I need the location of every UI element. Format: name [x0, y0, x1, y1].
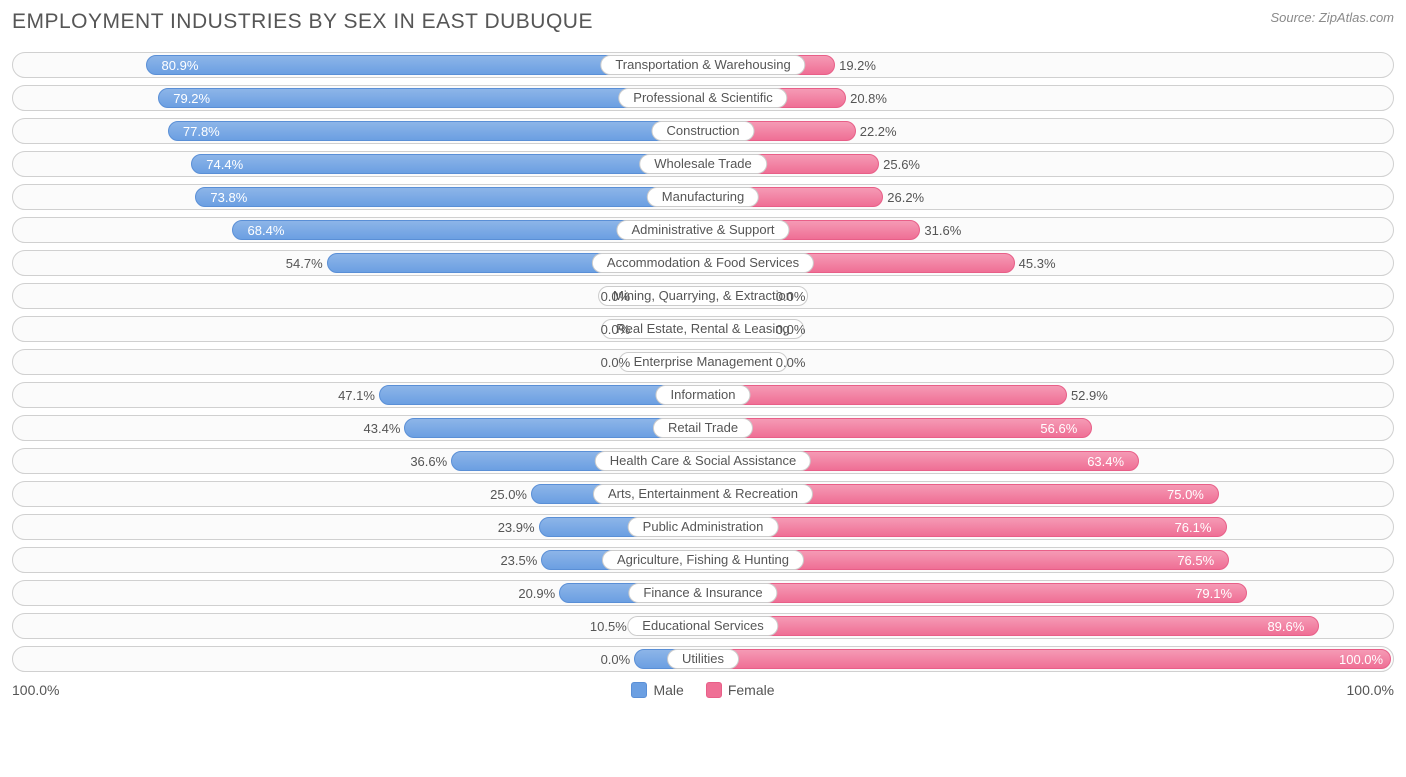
male-pct-label: 23.5%	[500, 548, 537, 574]
bar-row: 0.0%0.0%Mining, Quarrying, & Extraction	[12, 283, 1394, 309]
male-pct-label: 47.1%	[338, 383, 375, 409]
female-pct-label: 0.0%	[776, 284, 806, 310]
female-bar	[703, 583, 1247, 603]
category-label: Accommodation & Food Services	[592, 253, 814, 273]
female-pct-label: 63.4%	[1087, 449, 1124, 475]
bar-row: 80.9% 19.2% Transportation & Warehousing	[12, 52, 1394, 78]
category-label: Public Administration	[628, 517, 779, 537]
female-bar	[703, 649, 1391, 669]
female-pct-label: 25.6%	[883, 152, 920, 178]
category-label: Utilities	[667, 649, 739, 669]
male-pct-label: 10.5%	[590, 614, 627, 640]
female-bar	[703, 616, 1319, 636]
female-bar	[703, 517, 1227, 537]
bar-row: 43.4% 56.6% Retail Trade	[12, 415, 1394, 441]
female-pct-label: 26.2%	[887, 185, 924, 211]
male-pct-label: 36.6%	[410, 449, 447, 475]
category-label: Transportation & Warehousing	[600, 55, 805, 75]
bar-row: 74.4% 25.6% Wholesale Trade	[12, 151, 1394, 177]
male-pct-label: 54.7%	[286, 251, 323, 277]
bar-row: 0.0% 0.0%Real Estate, Rental & Leasing	[12, 316, 1394, 342]
category-label: Administrative & Support	[616, 220, 789, 240]
female-swatch-icon	[706, 682, 722, 698]
male-pct-label: 43.4%	[364, 416, 401, 442]
bar-row: 77.8% 22.2% Construction	[12, 118, 1394, 144]
male-pct-label: 0.0%	[601, 284, 631, 310]
male-pct-label: 74.4%	[206, 152, 243, 178]
female-pct-label: 76.1%	[1175, 515, 1212, 541]
category-label: Information	[655, 385, 750, 405]
bar-row: 10.5% 89.6% Educational Services	[12, 613, 1394, 639]
male-pct-label: 25.0%	[490, 482, 527, 508]
legend-female: Female	[706, 682, 775, 698]
category-label: Manufacturing	[647, 187, 759, 207]
male-pct-label: 79.2%	[173, 86, 210, 112]
female-pct-label: 79.1%	[1195, 581, 1232, 607]
male-bar	[191, 154, 703, 174]
axis-right-label: 100.0%	[1347, 682, 1394, 698]
bar-row: 54.7% 45.3% Accommodation & Food Services	[12, 250, 1394, 276]
category-label: Educational Services	[627, 616, 778, 636]
male-bar	[379, 385, 703, 405]
female-pct-label: 31.6%	[924, 218, 961, 244]
category-label: Agriculture, Fishing & Hunting	[602, 550, 804, 570]
male-pct-label: 0.0%	[601, 317, 631, 343]
female-pct-label: 0.0%	[776, 350, 806, 376]
legend-male-label: Male	[653, 682, 683, 698]
bar-row: 0.0% 0.0%Enterprise Management	[12, 349, 1394, 375]
female-pct-label: 22.2%	[860, 119, 897, 145]
female-pct-label: 75.0%	[1167, 482, 1204, 508]
male-bar	[168, 121, 703, 141]
female-pct-label: 20.8%	[850, 86, 887, 112]
category-label: Real Estate, Rental & Leasing	[601, 319, 804, 339]
female-pct-label: 19.2%	[839, 53, 876, 79]
bar-row: 36.6% 63.4% Health Care & Social Assistanc…	[12, 448, 1394, 474]
female-pct-label: 56.6%	[1040, 416, 1077, 442]
female-bar	[703, 418, 1092, 438]
male-pct-label: 0.0%	[601, 647, 631, 673]
category-label: Professional & Scientific	[618, 88, 787, 108]
chart-rows-container: 80.9% 19.2% Transportation & Warehousing 79…	[12, 52, 1394, 672]
category-label: Enterprise Management	[619, 352, 788, 372]
category-label: Retail Trade	[653, 418, 753, 438]
bar-row: 68.4% 31.6% Administrative & Support	[12, 217, 1394, 243]
bar-row: 20.9% 79.1% Finance & Insurance	[12, 580, 1394, 606]
category-label: Health Care & Social Assistance	[595, 451, 811, 471]
male-pct-label: 68.4%	[248, 218, 285, 244]
legend: Male Female	[631, 682, 774, 698]
female-pct-label: 52.9%	[1071, 383, 1108, 409]
source-attribution: Source: ZipAtlas.com	[1270, 10, 1394, 25]
female-pct-label: 76.5%	[1177, 548, 1214, 574]
female-bar	[703, 385, 1067, 405]
male-pct-label: 23.9%	[498, 515, 535, 541]
male-pct-label: 0.0%	[601, 350, 631, 376]
female-pct-label: 0.0%	[776, 317, 806, 343]
chart-title: EMPLOYMENT INDUSTRIES BY SEX IN EAST DUB…	[12, 10, 593, 34]
male-pct-label: 73.8%	[210, 185, 247, 211]
bar-row: 79.2% 20.8% Professional & Scientific	[12, 85, 1394, 111]
male-swatch-icon	[631, 682, 647, 698]
bar-row: 23.5% 76.5% Agriculture, Fishing & Hunting	[12, 547, 1394, 573]
category-label: Construction	[652, 121, 755, 141]
bar-row: 47.1% 52.9% Information	[12, 382, 1394, 408]
bar-row: 0.0% 100.0% Utilities	[12, 646, 1394, 672]
category-label: Arts, Entertainment & Recreation	[593, 484, 813, 504]
bar-row: 25.0% 75.0% Arts, Entertainment & Recreati…	[12, 481, 1394, 507]
legend-female-label: Female	[728, 682, 775, 698]
male-pct-label: 80.9%	[162, 53, 199, 79]
female-pct-label: 100.0%	[1339, 647, 1383, 673]
category-label: Wholesale Trade	[639, 154, 767, 174]
male-bar	[195, 187, 703, 207]
category-label: Finance & Insurance	[628, 583, 777, 603]
male-pct-label: 77.8%	[183, 119, 220, 145]
bar-row: 23.9% 76.1% Public Administration	[12, 514, 1394, 540]
legend-male: Male	[631, 682, 683, 698]
female-pct-label: 89.6%	[1267, 614, 1304, 640]
bar-row: 73.8% 26.2% Manufacturing	[12, 184, 1394, 210]
axis-left-label: 100.0%	[12, 682, 59, 698]
male-pct-label: 20.9%	[518, 581, 555, 607]
female-pct-label: 45.3%	[1019, 251, 1056, 277]
